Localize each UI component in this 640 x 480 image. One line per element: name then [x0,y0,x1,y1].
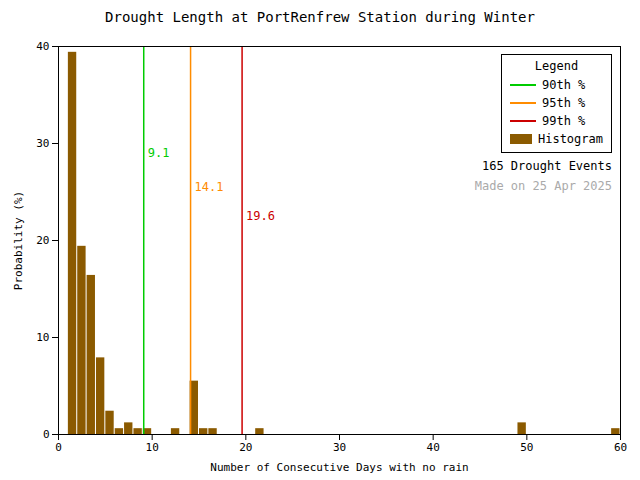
svg-text:0: 0 [43,428,50,441]
html-text:90th %: 90th % [542,78,586,92]
svg-text:14.1: 14.1 [195,180,224,194]
html-text:Drought Length at PortRenfrew: Drought Length at PortRenfrew Station du… [105,9,535,25]
svg-text:0: 0 [55,441,62,454]
html-text:165 Drought Events: 165 Drought Events [482,159,612,173]
svg-text:40: 40 [36,40,49,53]
svg-text:50: 50 [520,441,533,454]
html-text:99th %: 99th % [542,114,586,128]
html-text:Made on 25 Apr 2025: Made on 25 Apr 2025 [474,179,612,193]
html-text:Legend: Legend [534,59,579,73]
html-text:95th %: 95th % [542,96,586,110]
html-text:Histogram: Histogram [538,132,603,146]
svg-text:10: 10 [146,441,159,454]
svg-text:60: 60 [614,441,627,454]
svg-text:20: 20 [36,234,49,247]
svg-text:40: 40 [427,441,440,454]
svg-text:30: 30 [333,441,346,454]
svg-text:30: 30 [36,137,49,150]
svg-text:10: 10 [36,331,49,344]
svg-text:20: 20 [239,441,252,454]
svg-text:Probability (%): Probability (%) [12,191,25,290]
svg-text:19.6: 19.6 [246,209,275,223]
svg-text:9.1: 9.1 [148,146,170,160]
svg-text:Number of Consecutive Days wit: Number of Consecutive Days with no rain [210,461,468,474]
